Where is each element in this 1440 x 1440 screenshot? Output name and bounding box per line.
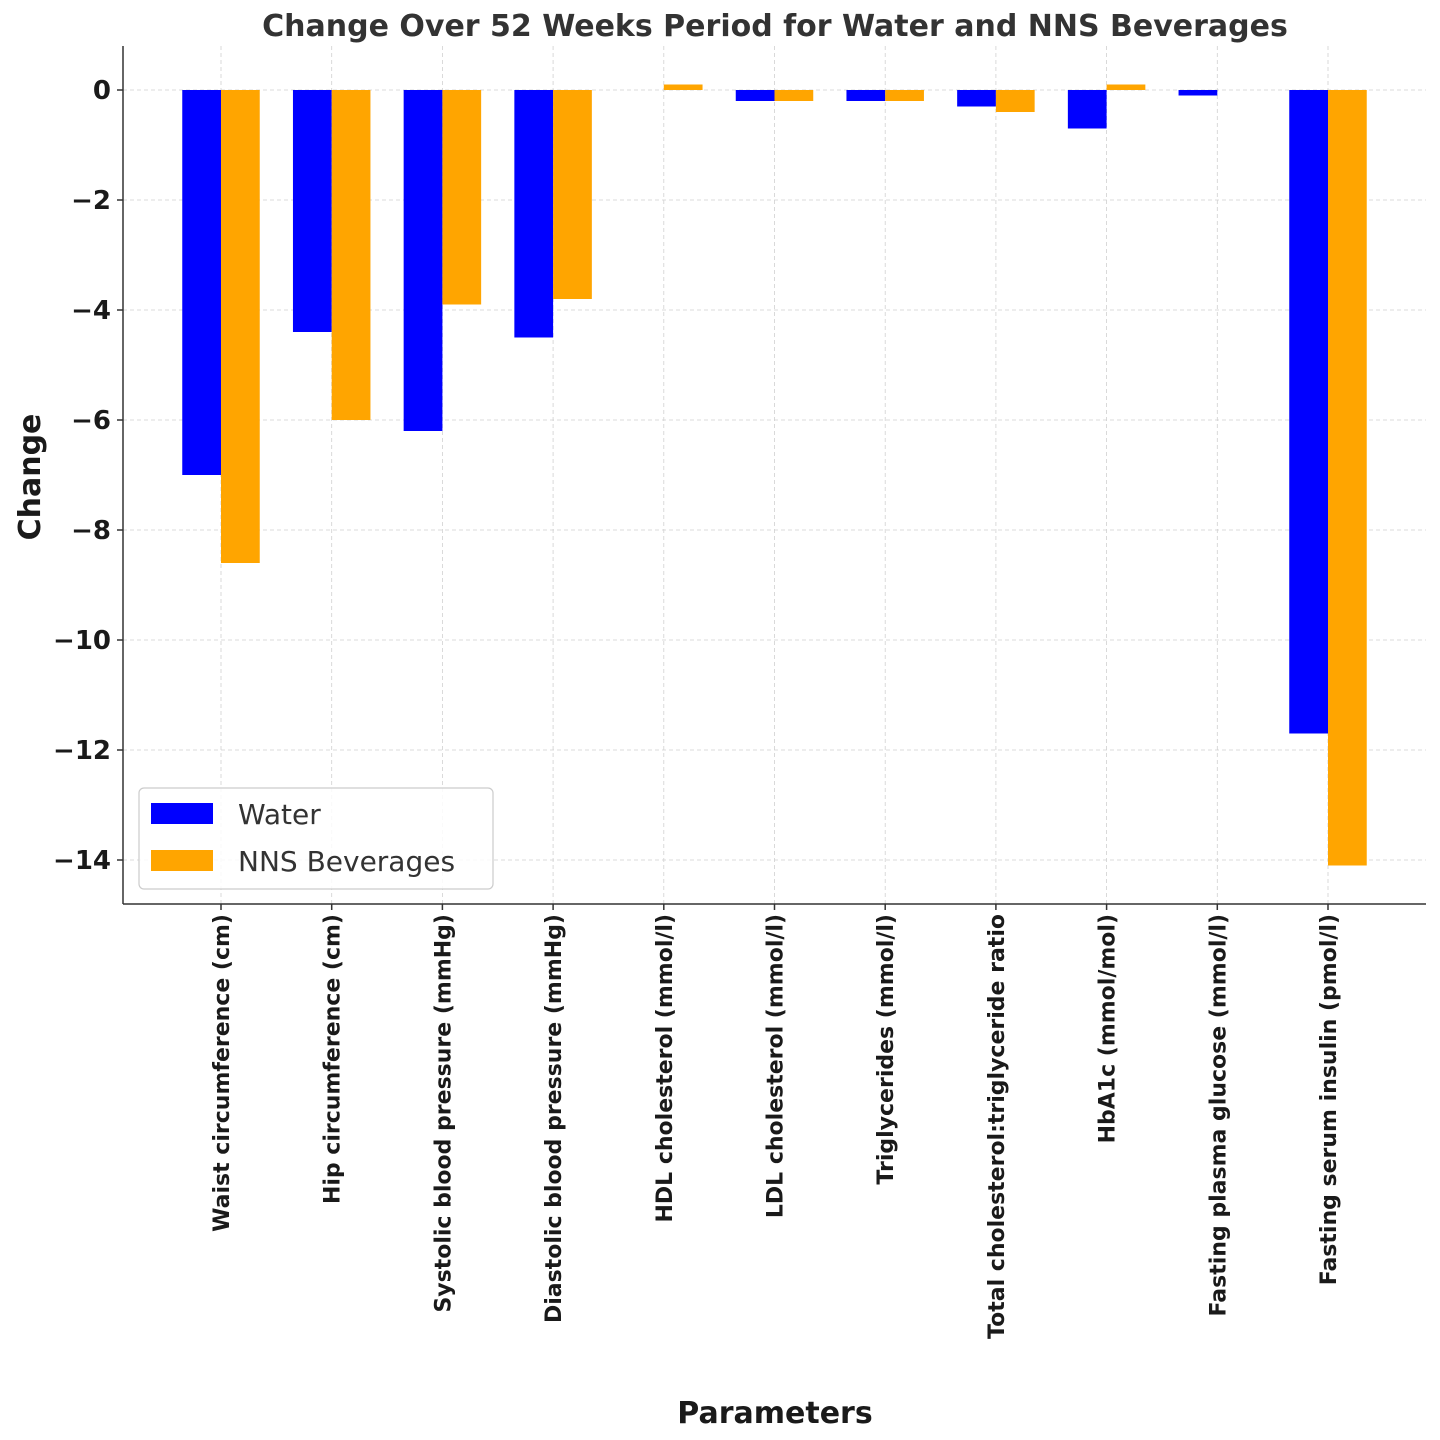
y-tick-label-6: −12 [53,736,111,766]
x-tick-label-1: Hip circumference (cm) [321,914,346,1204]
chart-title: Change Over 52 Weeks Period for Water an… [262,9,1288,44]
bar-water-0 [182,90,221,475]
x-tick-label-10: Fasting serum insulin (pmol/l) [1317,914,1342,1285]
bar-water-2 [403,90,443,431]
x-tick-label-6: Triglycerides (mmol/l) [874,914,899,1185]
bar-water-9 [1178,90,1218,96]
axes [117,46,1426,910]
bar-water-1 [292,90,332,332]
x-axis-label: Parameters [677,1396,872,1431]
bar-nns-2 [442,90,482,305]
y-tick-label-2: −4 [71,296,111,326]
x-tick-label-3: Diastolic blood pressure (mmHg) [542,914,567,1323]
bar-nns-5 [774,90,814,101]
x-tick-label-0: Waist circumference (cm) [210,914,235,1232]
x-tick-label-2: Systolic blood pressure (mmHg) [431,914,456,1313]
legend: Water NNS Beverages [138,787,494,890]
bar-water-8 [1067,90,1107,129]
bar-nns-4 [663,84,703,90]
x-tick-label-9: Fasting plasma glucose (mmol/l) [1206,914,1231,1316]
legend-swatch-nns-beverages [151,850,213,871]
y-tick-labels: 0 −2 −4 −6 −8 −10 −12 −14 [53,76,111,876]
y-tick-label-4: −8 [71,516,111,546]
y-axis-label: Change [13,414,48,541]
y-tick-label-3: −6 [71,406,111,436]
bar-water-10 [1289,90,1328,734]
x-tick-label-7: Total cholesterol:triglyceride ratio [985,914,1010,1339]
bars [182,84,1367,866]
bar-nns-8 [1106,84,1146,90]
bar-nns-10 [1328,90,1367,866]
bar-nns-1 [331,90,371,420]
bar-water-5 [735,90,775,101]
legend-swatch-water [151,803,213,824]
bar-nns-6 [885,90,924,101]
y-tick-label-1: −2 [71,186,111,216]
legend-label-water: Water [238,798,321,831]
bar-water-3 [514,90,554,338]
x-tick-label-4: HDL cholesterol (mmol/l) [653,914,678,1223]
x-tick-label-5: LDL cholesterol (mmol/l) [764,914,789,1218]
x-tick-label-8: HbA1c (mmol/mol) [1096,914,1121,1143]
x-tick-labels: Waist circumference (cm) Hip circumferenc… [210,914,1342,1339]
bar-water-6 [846,90,886,101]
y-tick-label-0: 0 [93,76,111,106]
legend-frame [138,787,494,890]
y-tick-label-7: −14 [53,846,111,876]
bar-water-7 [957,90,996,107]
legend-label-nns-beverages: NNS Beverages [238,845,455,878]
bar-nns-7 [995,90,1035,112]
bar-nns-3 [553,90,592,299]
y-tick-label-5: −10 [53,626,111,656]
bar-nns-0 [221,90,260,563]
